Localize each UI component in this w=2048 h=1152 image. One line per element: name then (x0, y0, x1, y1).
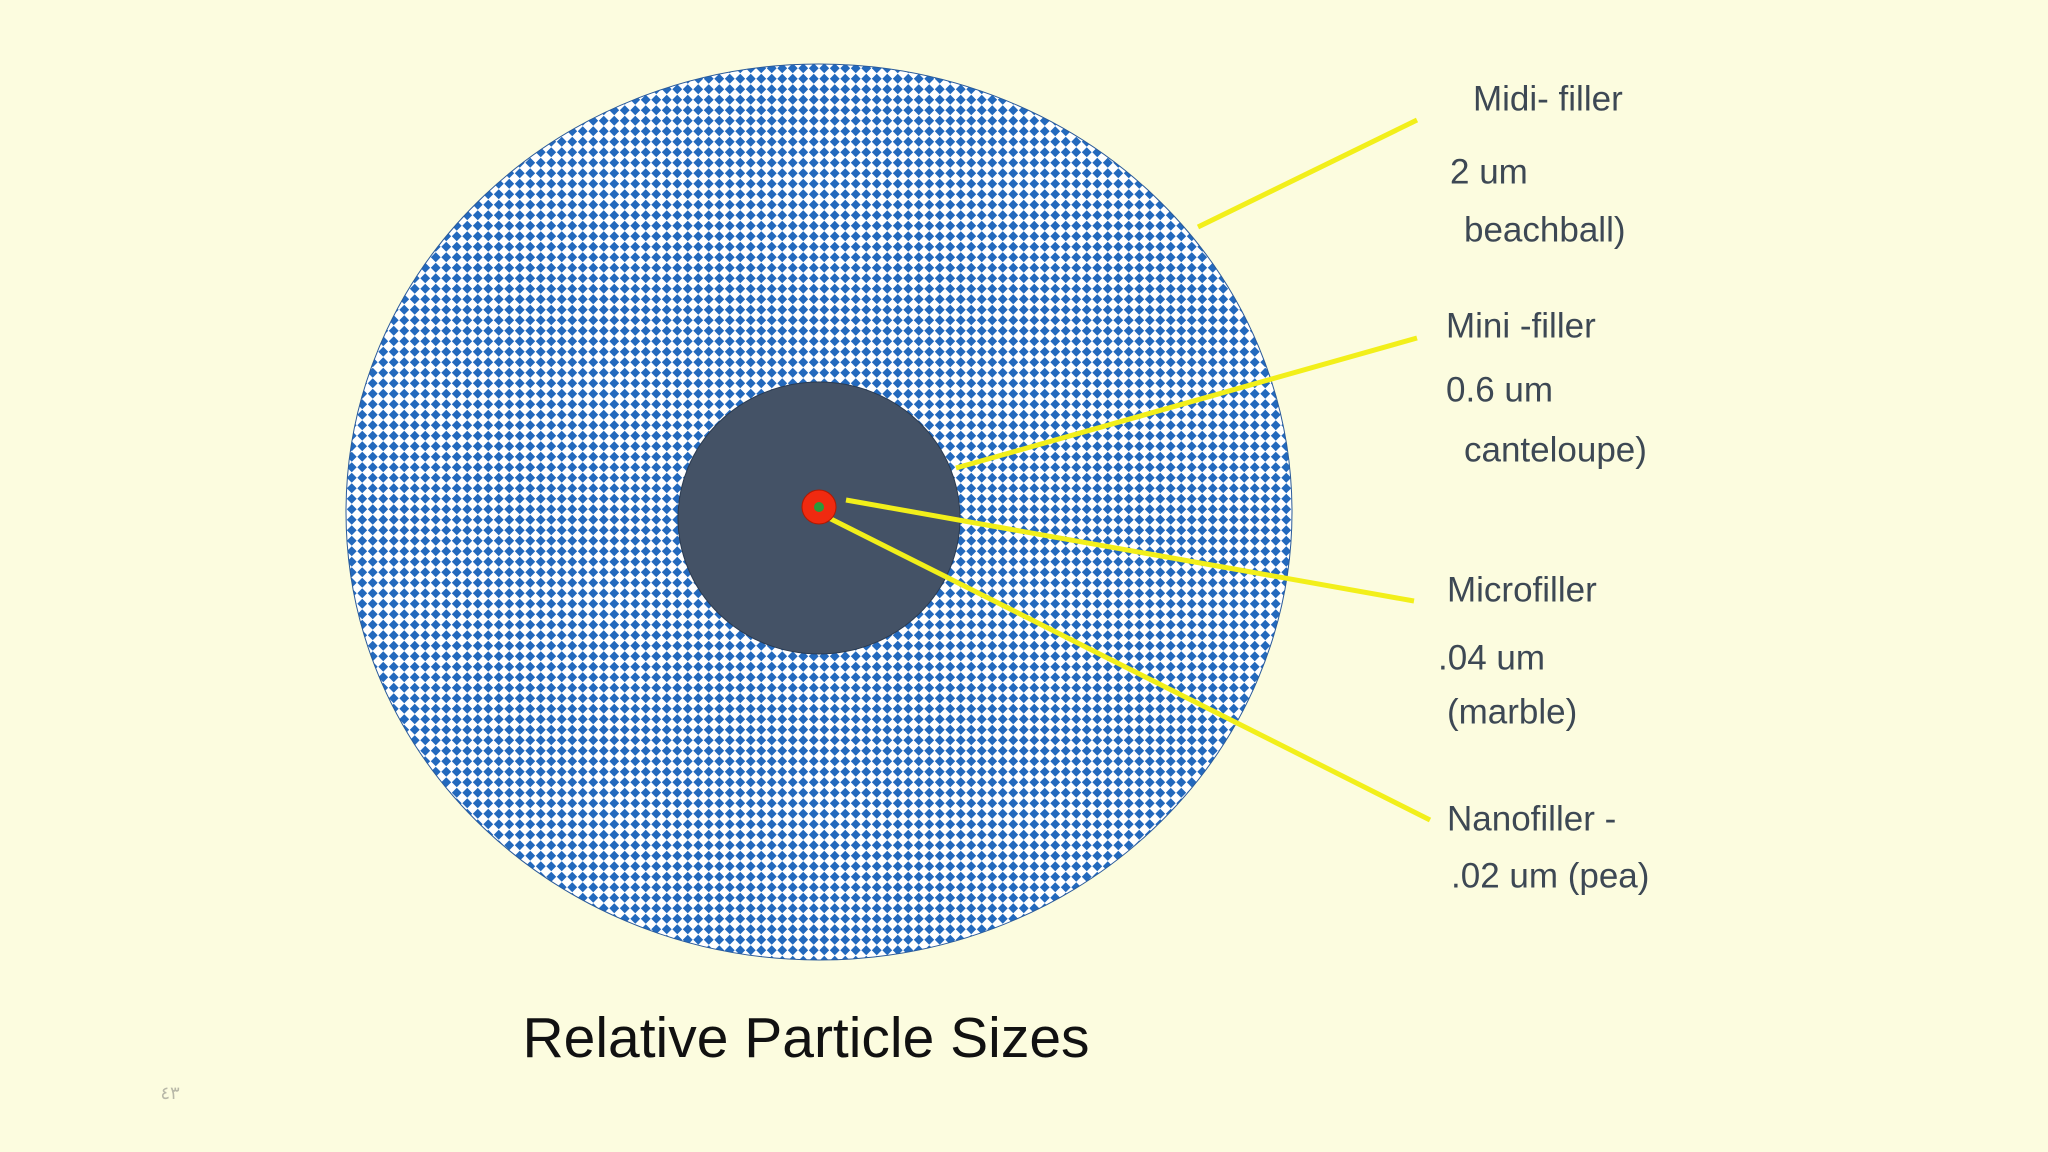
label-text: Microfiller (1447, 570, 1597, 609)
label-text: 2 um (1450, 152, 1528, 191)
label-text: Nanofiller - (1447, 799, 1616, 838)
leader-line (821, 512, 1432, 823)
label-text: .02 um (pea) (1451, 856, 1649, 895)
page-number: ٤٣ (160, 1083, 180, 1103)
leader-line (1196, 117, 1419, 230)
label-text: Mini -filler (1446, 306, 1596, 345)
slide-title: Relative Particle Sizes (522, 1006, 1089, 1070)
leader-line (845, 497, 1415, 604)
leader-line (955, 335, 1418, 471)
label-text: canteloupe) (1464, 430, 1647, 469)
label-text: Midi- filler (1473, 79, 1623, 118)
label-text: beachball) (1464, 210, 1626, 249)
label-text: 0.6 um (1446, 370, 1553, 409)
label-text: .04 um (1438, 638, 1545, 677)
label-text: (marble) (1447, 692, 1577, 731)
nanofiller-circle (814, 502, 824, 512)
leader-lines (821, 117, 1432, 823)
